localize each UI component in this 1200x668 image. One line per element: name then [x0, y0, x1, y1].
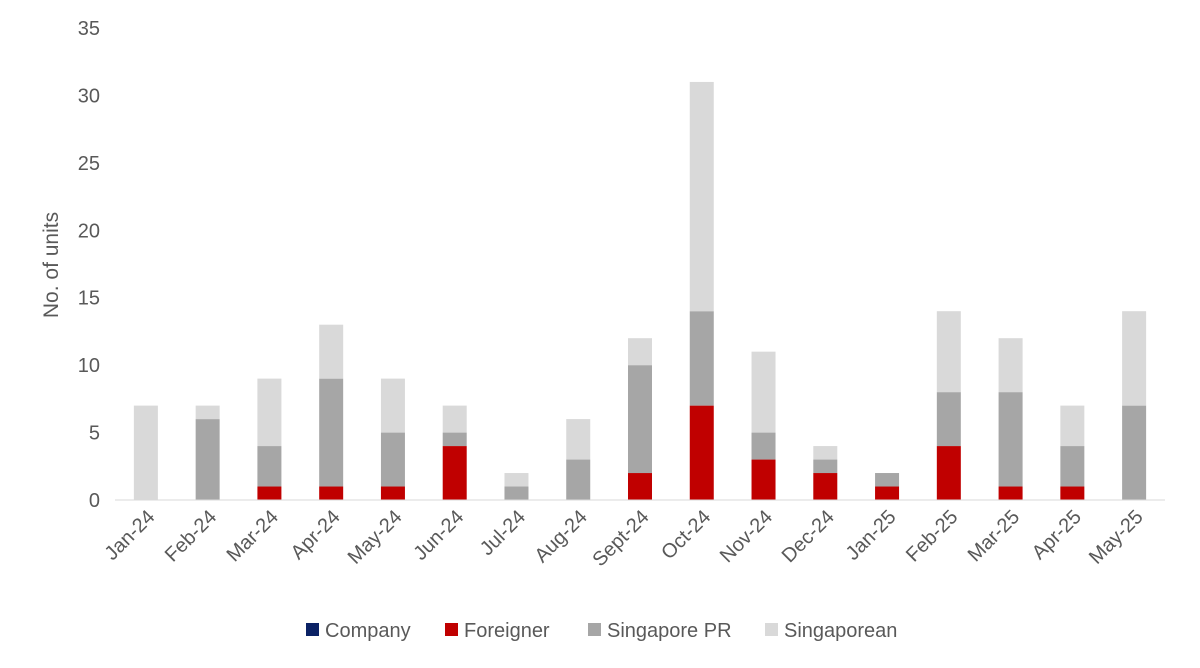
y-tick-label: 5: [89, 423, 100, 445]
x-tick-label: Apr-24: [287, 506, 345, 564]
bars-layer: [133, 81, 1147, 500]
y-tick-label: 30: [78, 85, 100, 107]
bar-segment-singapore-pr: [195, 419, 220, 500]
legend-swatch: [588, 623, 601, 636]
bar-segment-singapore-pr: [504, 486, 529, 500]
bar-segment-singapore-pr: [751, 432, 776, 460]
bar-segment-singapore-pr: [998, 392, 1023, 487]
x-tick-label: May-25: [1085, 506, 1148, 569]
x-tick-label: Feb-25: [902, 506, 962, 566]
y-tick-label: 25: [78, 153, 100, 175]
y-axis-ticks: 0 5 10 15 20 25 30 35: [78, 18, 100, 512]
bar-segment-singaporean: [442, 405, 467, 433]
bar-segment-singaporean: [380, 378, 405, 433]
legend-label: Singapore PR: [607, 620, 732, 642]
bar-segment-singapore-pr: [380, 432, 405, 487]
bar-segment-singaporean: [1122, 311, 1147, 406]
bar-segment-singapore-pr: [875, 473, 900, 487]
bar-segment-singaporean: [195, 405, 220, 420]
bar-segment-foreigner: [257, 486, 282, 500]
x-tick-label: May-24: [344, 506, 407, 569]
x-tick-label: Nov-24: [716, 506, 777, 567]
bar-segment-singaporean: [133, 405, 158, 500]
bar-segment-foreigner: [689, 405, 714, 500]
bar-segment-foreigner: [380, 486, 405, 500]
x-tick-label: Dec-24: [778, 506, 839, 567]
x-axis-ticks: Jan-24 Feb-24 Mar-24 Apr-24 May-24 Jun-24 Jul-…: [101, 506, 1148, 571]
x-tick-label: Sept-24: [588, 506, 653, 571]
bar-segment-singaporean: [319, 324, 344, 379]
legend-swatch: [765, 623, 778, 636]
bar-segment-singaporean: [813, 446, 838, 460]
bar-segment-foreigner: [319, 486, 344, 500]
bar-segment-singaporean: [751, 351, 776, 433]
legend: Company Foreigner Singapore PR Singaporean: [306, 620, 897, 642]
bar-segment-foreigner: [442, 446, 467, 500]
bar-segment-singaporean: [689, 81, 714, 312]
y-tick-label: 35: [78, 18, 100, 40]
bar-segment-foreigner: [751, 459, 776, 500]
legend-swatch: [445, 623, 458, 636]
bar-segment-foreigner: [628, 473, 652, 500]
bar-segment-singaporean: [628, 338, 652, 366]
y-tick-label: 20: [78, 220, 100, 242]
bar-segment-singapore-pr: [1122, 405, 1147, 500]
bar-segment-singaporean: [936, 311, 961, 393]
y-axis-title: No. of units: [40, 212, 63, 318]
bar-segment-singapore-pr: [319, 378, 344, 487]
legend-label: Singaporean: [784, 620, 897, 642]
x-tick-label: Jan-24: [101, 506, 160, 565]
bar-segment-singapore-pr: [1060, 446, 1085, 487]
bar-segment-foreigner: [998, 486, 1023, 500]
bar-segment-singapore-pr: [442, 432, 467, 447]
legend-label: Company: [325, 620, 411, 642]
bar-segment-singaporean: [998, 338, 1023, 393]
x-tick-label: Feb-24: [161, 506, 221, 566]
bar-segment-foreigner: [1060, 486, 1085, 500]
bar-segment-singaporean: [566, 419, 591, 460]
y-tick-label: 10: [78, 355, 100, 377]
legend-label: Foreigner: [464, 620, 550, 642]
y-tick-label: 15: [78, 288, 100, 310]
x-tick-label: Jun-24: [409, 506, 468, 565]
x-tick-label: Apr-25: [1028, 506, 1086, 564]
y-tick-label: 0: [89, 490, 100, 512]
bar-segment-singapore-pr: [689, 311, 714, 406]
bar-segment-singapore-pr: [257, 446, 282, 487]
x-tick-label: Mar-24: [223, 506, 283, 566]
bar-segment-singaporean: [504, 473, 529, 487]
bar-segment-foreigner: [813, 473, 838, 500]
bar-segment-singapore-pr: [628, 365, 652, 474]
x-tick-label: Jan-25: [842, 506, 901, 565]
bar-segment-foreigner: [936, 446, 961, 500]
x-tick-label: Oct-24: [657, 506, 715, 564]
x-tick-label: Aug-24: [531, 506, 592, 567]
bar-segment-singapore-pr: [936, 392, 961, 447]
bar-segment-singapore-pr: [813, 459, 838, 474]
bar-segment-singapore-pr: [566, 459, 591, 500]
legend-swatch: [306, 623, 319, 636]
x-tick-label: Jul-24: [476, 506, 530, 560]
x-tick-label: Mar-25: [964, 506, 1024, 566]
bar-segment-foreigner: [875, 486, 900, 500]
bar-segment-singaporean: [1060, 405, 1085, 447]
bar-segment-singaporean: [257, 378, 282, 447]
